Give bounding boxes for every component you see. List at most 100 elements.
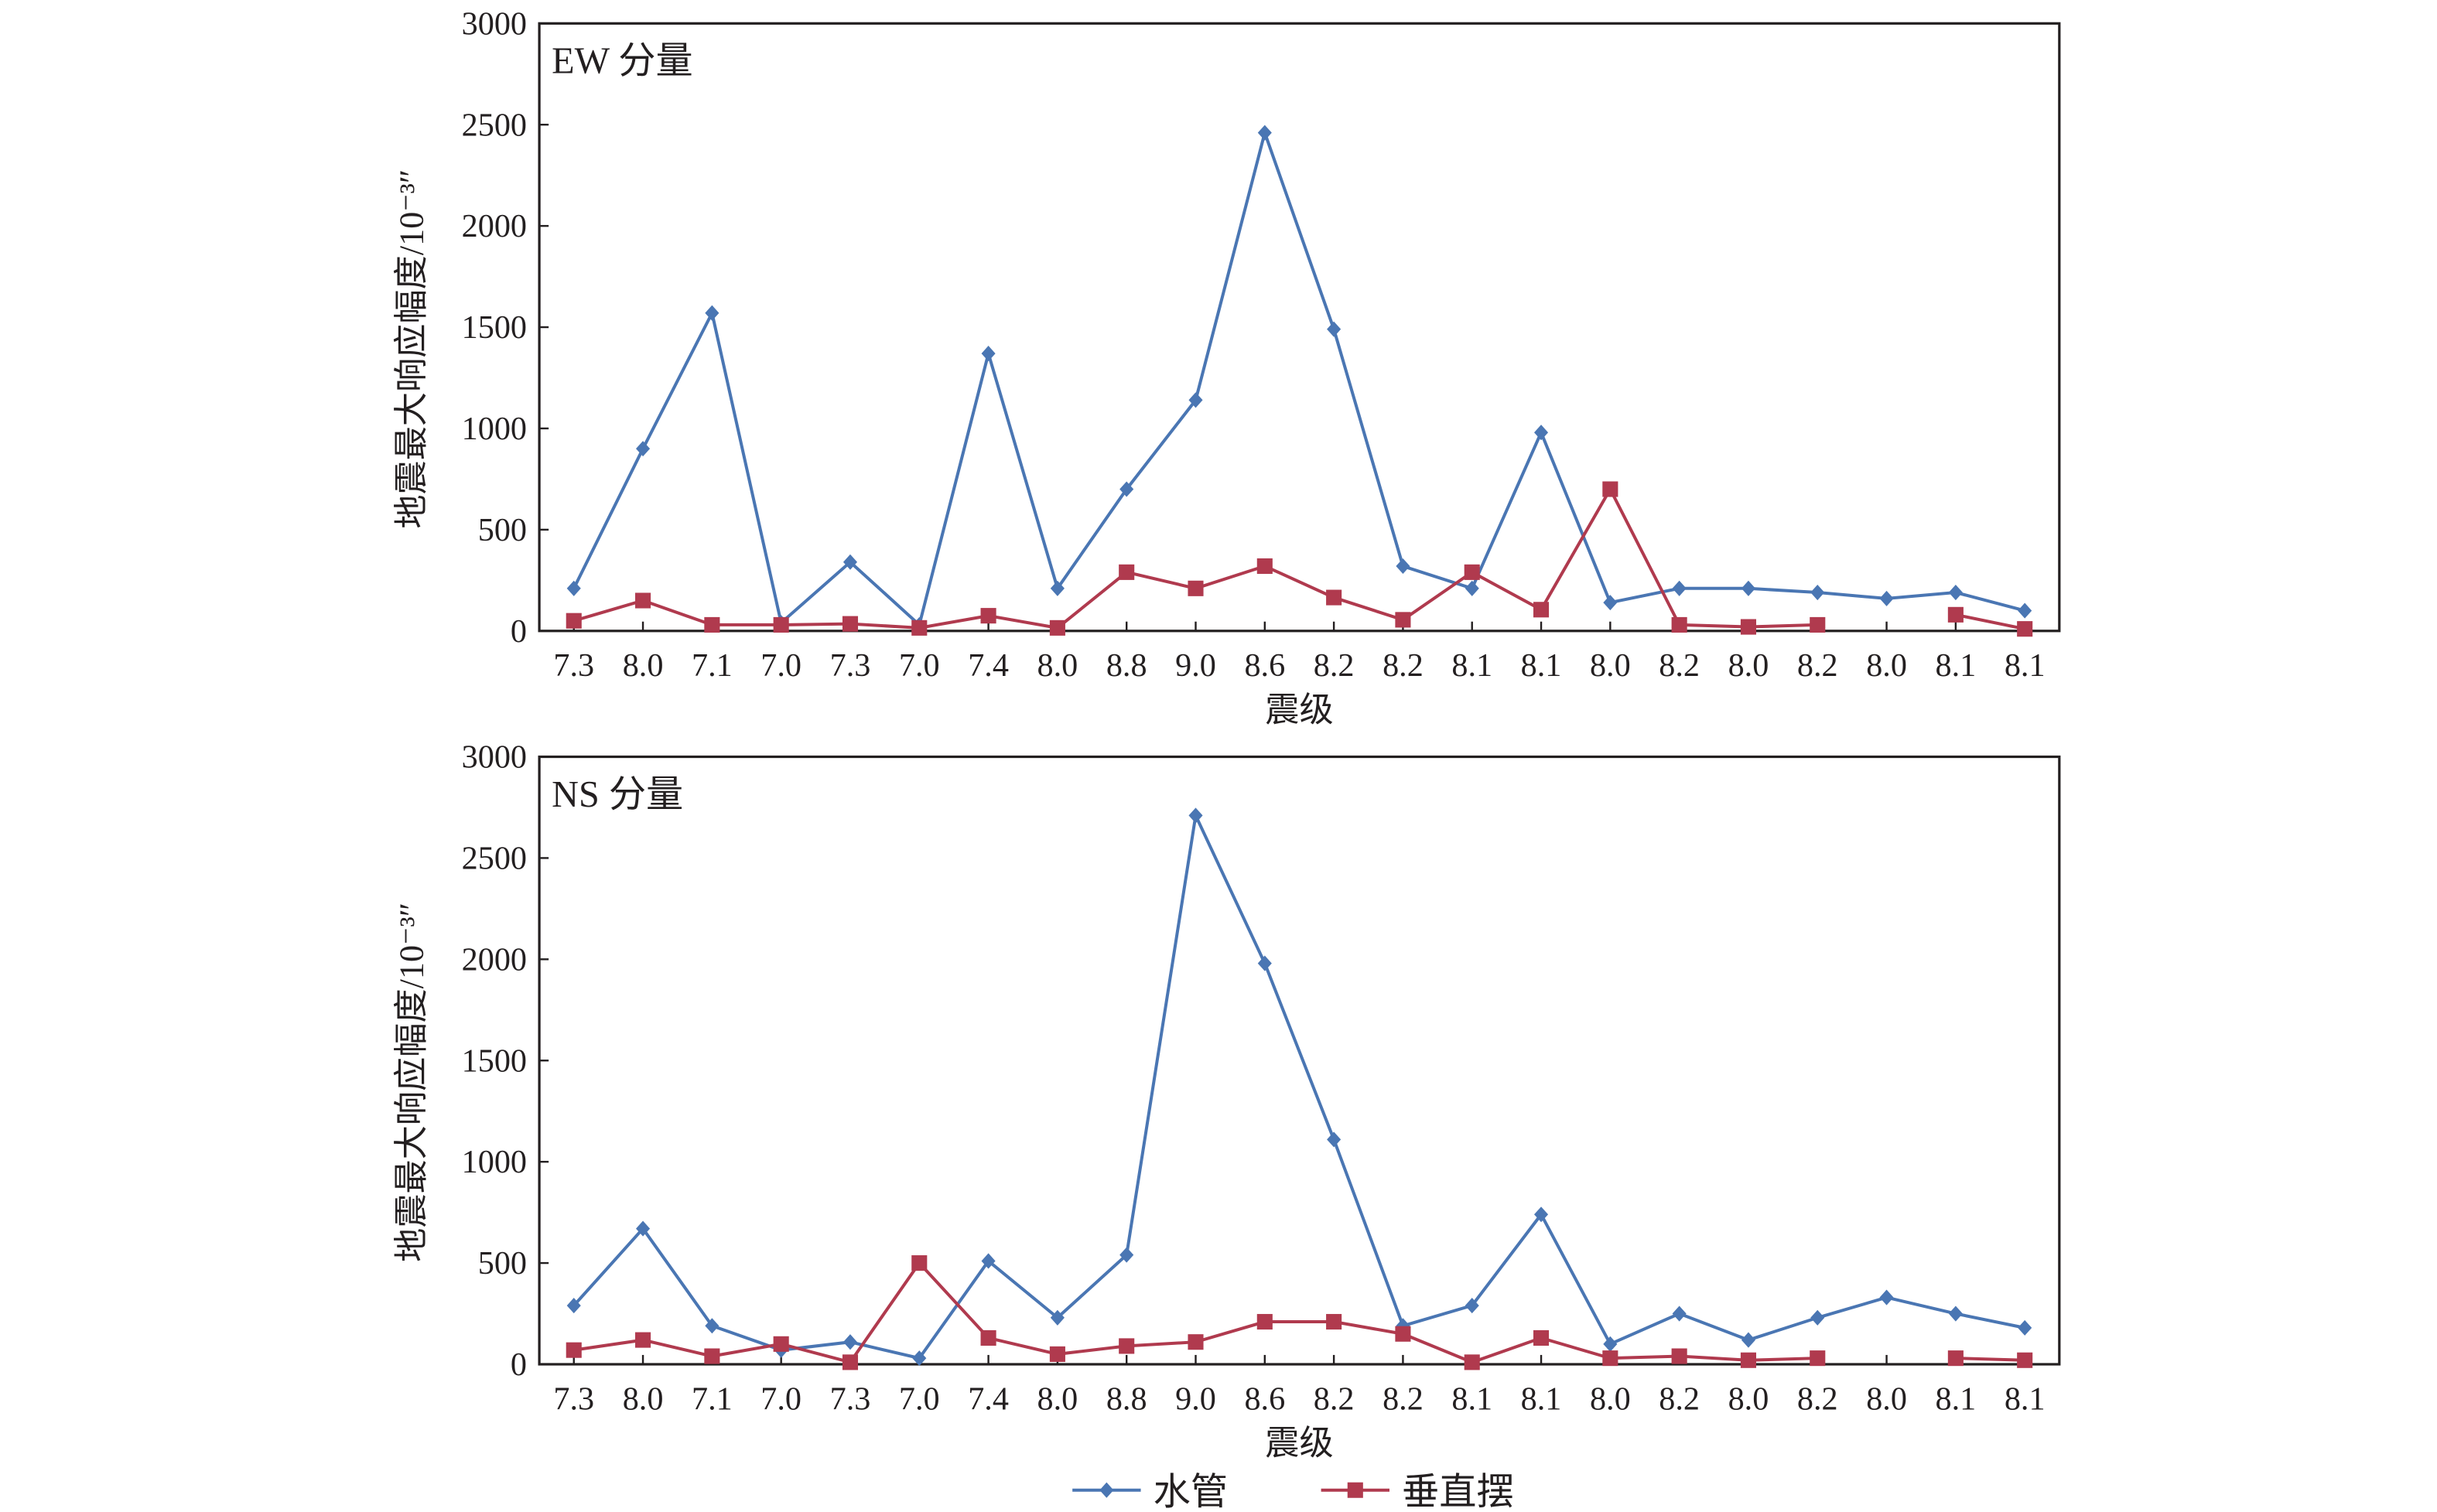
data-point: [773, 616, 789, 633]
series-line: [1955, 1357, 2025, 1362]
x-tick-label: 8.1: [1521, 1381, 1562, 1417]
data-point: [912, 1350, 927, 1367]
data-point: [635, 592, 651, 609]
series-water-tube: [566, 807, 2032, 1367]
data-point: [1879, 590, 1894, 606]
x-tick-label: 7.0: [899, 647, 940, 684]
data-point: [1810, 1350, 1826, 1367]
x-tick-label: 7.1: [692, 1381, 733, 1417]
chart-panel-ew: 0 500 1000 1500 2000 2500 3000 7.3 8.0 7.1 7.0 7.3 7…: [392, 5, 2061, 729]
x-tick-label: 8.2: [1797, 1381, 1838, 1417]
data-point: [1327, 1131, 1342, 1148]
x-tick-label: 8.0: [1590, 647, 1631, 684]
data-point: [704, 616, 720, 633]
data-point: [1740, 619, 1756, 635]
x-tick-label: 8.2: [1314, 1381, 1355, 1417]
x-tick-label: 8.0: [1037, 647, 1078, 684]
x-axis-label: 震级: [1265, 1425, 1333, 1463]
data-point: [1257, 125, 1272, 141]
data-point: [2017, 1352, 2033, 1368]
x-tick-label: 7.0: [899, 1381, 940, 1417]
x-tick-label: 8.1: [1936, 647, 1977, 684]
data-point: [1465, 1298, 1479, 1314]
data-point: [636, 441, 651, 457]
y-tick-label: 500: [478, 1245, 527, 1282]
x-tick-label: 7.3: [830, 647, 871, 684]
x-tick-label: 8.0: [623, 1381, 664, 1417]
x-tick-label: 8.1: [1936, 1381, 1977, 1417]
x-tick-label: 8.2: [1659, 647, 1700, 684]
data-point: [1256, 558, 1273, 575]
data-point: [2018, 602, 2032, 619]
data-point: [1464, 1354, 1480, 1370]
plot-frame: [538, 755, 2061, 1366]
y-tick-label: 2500: [462, 840, 527, 876]
y-tick-label: 2000: [462, 941, 527, 978]
y-tick-label: 0: [511, 613, 527, 650]
data-point: [843, 1334, 858, 1350]
y-axis-label: 地震最大响应幅度/10⁻³″: [392, 169, 430, 529]
data-point: [1050, 1309, 1065, 1326]
chart-panel-ns: 0 500 1000 1500 2000 2500 3000 7.3 8.0 7.1 7.0 7.3 7…: [392, 739, 2061, 1463]
x-tick-label: 8.2: [1383, 1381, 1424, 1417]
x-tick-label: 8.2: [1314, 647, 1355, 684]
data-point: [1741, 580, 1755, 596]
y-tick-label: 1500: [462, 309, 527, 346]
data-point: [1671, 616, 1687, 633]
y-tick-label: 500: [478, 512, 527, 548]
x-tick-label: 8.0: [623, 647, 664, 684]
data-point: [1464, 564, 1480, 580]
x-tick-label: 7.3: [553, 647, 594, 684]
x-tick-label: 8.0: [1728, 1381, 1769, 1417]
data-point: [566, 613, 582, 629]
legend-marker: [1099, 1482, 1114, 1498]
y-tick-label: 2000: [462, 208, 527, 244]
x-tick-label: 9.0: [1175, 1381, 1216, 1417]
series-vertical-pendulum: [566, 481, 2033, 637]
x-tick-label: 8.0: [1866, 1381, 1907, 1417]
data-point: [1533, 602, 1550, 618]
y-tick-label: 2500: [462, 107, 527, 143]
x-tick-label: 8.8: [1106, 1381, 1147, 1417]
data-point: [1188, 807, 1203, 824]
data-point: [1947, 1350, 1964, 1367]
data-point: [1119, 1338, 1135, 1354]
data-point: [1395, 612, 1411, 628]
x-tick-label: 7.3: [553, 1381, 594, 1417]
data-point: [1119, 564, 1135, 580]
data-point: [1327, 321, 1342, 337]
data-point: [1119, 481, 1134, 497]
x-tick-label: 8.1: [1451, 647, 1492, 684]
data-point: [1533, 1329, 1550, 1346]
data-point: [980, 608, 996, 624]
data-point: [1533, 425, 1549, 441]
plot-frame: [538, 22, 2061, 633]
x-tick-label: 7.4: [968, 1381, 1009, 1417]
data-point: [1671, 1348, 1687, 1364]
data-point: [1672, 580, 1687, 596]
data-point: [1256, 1313, 1273, 1330]
series-line: [573, 810, 2025, 1360]
data-point: [1602, 481, 1618, 497]
legend-label: 垂直摆: [1402, 1472, 1514, 1512]
x-tick-label: 9.0: [1175, 647, 1216, 684]
data-point: [1879, 1289, 1894, 1306]
data-point: [1810, 584, 1825, 601]
data-point: [1948, 584, 1963, 601]
data-point: [1603, 595, 1618, 611]
data-point: [1188, 580, 1204, 596]
x-tick-label: 8.0: [1590, 1381, 1631, 1417]
data-point: [843, 554, 858, 570]
series-vertical-pendulum: [566, 1255, 2033, 1370]
data-point: [1049, 619, 1065, 636]
x-tick-label: 7.1: [692, 647, 733, 684]
x-tick-label: 8.1: [2005, 1381, 2046, 1417]
x-tick-label: 8.6: [1244, 647, 1285, 684]
y-tick-label: 1500: [462, 1043, 527, 1079]
data-point: [1049, 1346, 1065, 1362]
data-point: [2017, 621, 2033, 637]
data-point: [1602, 1350, 1618, 1367]
data-point: [1119, 1247, 1134, 1263]
x-axis-label: 震级: [1265, 691, 1333, 729]
x-tick-label: 7.0: [760, 647, 802, 684]
